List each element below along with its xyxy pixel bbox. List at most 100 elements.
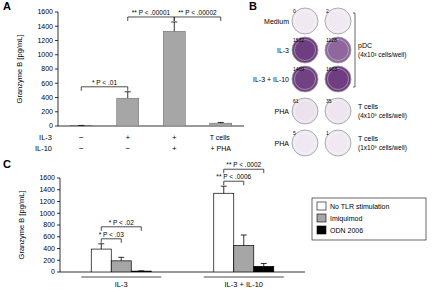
category-underline — [204, 277, 284, 278]
category-label-line: T cells — [210, 134, 232, 141]
spot-count: 1603 — [326, 66, 337, 72]
category-label: IL-3 + IL-10 — [224, 280, 263, 289]
significance-bracket — [101, 227, 141, 231]
y-tick-label: 400 — [41, 94, 53, 101]
y-tick-label: 0 — [51, 268, 55, 275]
y-tick-label: 200 — [43, 257, 55, 264]
spot-count: 2 — [326, 8, 329, 14]
spot-count: 61 — [293, 98, 299, 104]
error-bar — [125, 92, 131, 98]
legend-swatch — [317, 202, 326, 210]
well — [325, 8, 351, 34]
error-bar — [118, 257, 124, 261]
y-tick — [55, 26, 58, 27]
condition-mark: − — [79, 144, 84, 153]
category-label: IL-3 — [115, 280, 128, 289]
y-tick-label: 1400 — [39, 186, 55, 193]
condition-label: IL-3 — [39, 133, 52, 142]
error-bar — [241, 235, 247, 246]
y-tick — [57, 248, 60, 249]
group-label: pDC — [358, 42, 372, 50]
significance-label: ** P < .00001 — [132, 9, 171, 16]
significance-label: * P < .03 — [99, 231, 124, 238]
figure: ABC02004006008001000120014001600Granzyme… — [0, 0, 432, 292]
y-tick — [57, 178, 60, 179]
y-tick — [57, 236, 60, 237]
condition-mark: − — [79, 133, 84, 142]
y-tick-label: 1000 — [39, 210, 55, 217]
condition-label: IL-10 — [35, 144, 52, 153]
bar — [163, 31, 185, 126]
y-tick — [55, 126, 58, 127]
y-tick — [57, 225, 60, 226]
significance-label: ** P < .00002 — [178, 9, 217, 16]
bar — [131, 271, 151, 272]
y-tick — [57, 272, 60, 273]
y-tick — [57, 260, 60, 261]
bar — [214, 193, 234, 272]
significance-label: * P < .02 — [109, 219, 134, 226]
y-tick-label: 600 — [43, 233, 55, 240]
category-underline — [81, 277, 161, 278]
y-tick-label: 1200 — [37, 37, 53, 44]
spot-count: 1469 — [293, 66, 304, 72]
y-tick — [55, 83, 58, 84]
y-tick-label: 1200 — [39, 198, 55, 205]
spot-count: 1128 — [326, 37, 337, 43]
y-tick — [55, 40, 58, 41]
significance-bracket — [224, 181, 244, 185]
significance-bracket — [81, 87, 128, 91]
y-tick-label: 1000 — [37, 51, 53, 58]
significance-label: ** P < .0002 — [226, 161, 261, 168]
well — [325, 66, 351, 92]
y-tick-label: 800 — [43, 221, 55, 228]
spot-count: 35 — [326, 98, 332, 104]
legend-label: Imiquimod — [330, 215, 362, 223]
y-tick — [55, 69, 58, 70]
bar — [91, 249, 111, 272]
category-label-line: + PHA — [211, 145, 232, 152]
y-tick-label: 800 — [41, 65, 53, 72]
bar — [254, 266, 274, 272]
well — [325, 37, 351, 63]
condition-mark: + — [125, 133, 130, 142]
well-row-label: IL-3 + IL-10 — [253, 76, 289, 83]
group-label: T cells — [358, 103, 379, 110]
y-axis-title: Granzyme B [pg/mL] — [17, 191, 26, 260]
y-tick-label: 200 — [41, 108, 53, 115]
group-brace — [353, 13, 355, 87]
legend-swatch — [317, 214, 326, 222]
y-tick-label: 1600 — [39, 174, 55, 181]
y-tick-label: 0 — [49, 122, 53, 129]
error-bar — [171, 22, 177, 31]
y-tick — [55, 97, 58, 98]
y-tick — [55, 54, 58, 55]
group-note: (4x10³ cells/well) — [358, 51, 406, 59]
spot-count: 1532 — [293, 37, 304, 43]
error-bar — [78, 125, 84, 126]
spot-count: 5 — [293, 130, 296, 136]
well-rim — [295, 133, 316, 154]
panel-label: C — [3, 158, 11, 170]
y-tick-label: 600 — [41, 80, 53, 87]
y-tick — [57, 189, 60, 190]
legend-box — [312, 198, 426, 240]
spot-count: 1 — [326, 130, 329, 136]
bar — [210, 123, 232, 126]
well-rim — [328, 133, 349, 154]
well — [292, 66, 318, 92]
y-tick-label: 1400 — [37, 23, 53, 30]
well — [292, 37, 318, 63]
bar — [111, 261, 131, 272]
background — [0, 0, 432, 292]
condition-mark: + — [172, 133, 177, 142]
significance-label: ** P < .0006 — [216, 173, 251, 180]
error-bar — [138, 270, 144, 271]
y-tick — [55, 12, 58, 13]
significance-bracket — [101, 239, 121, 243]
well — [292, 130, 318, 156]
well-rim — [328, 11, 349, 32]
error-bar — [218, 122, 224, 124]
y-axis-title: Granzyme B [pg/mL] — [15, 35, 24, 104]
significance-bracket — [174, 17, 221, 21]
